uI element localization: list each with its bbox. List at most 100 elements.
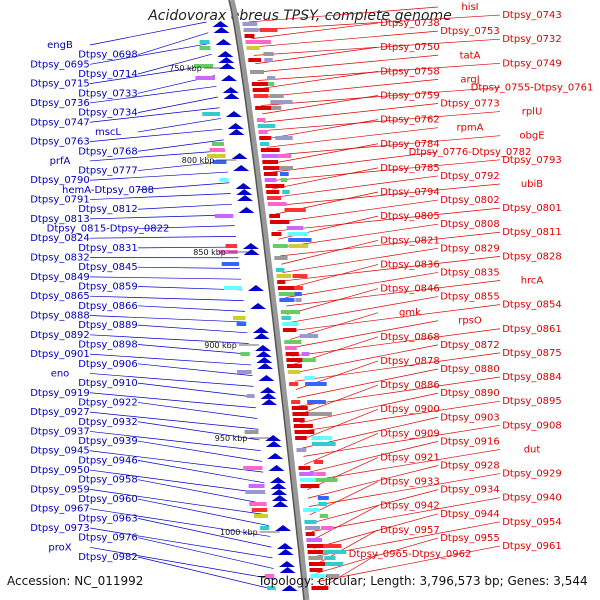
gene-block bbox=[256, 118, 266, 122]
gene-block bbox=[209, 148, 225, 152]
gene-block bbox=[317, 496, 329, 500]
gene-block bbox=[313, 460, 324, 464]
right-gene-label: Dtpsy_0903 bbox=[440, 412, 500, 423]
gene-arrow bbox=[256, 357, 273, 363]
gene-block bbox=[262, 160, 279, 164]
gene-block bbox=[289, 382, 299, 386]
gene-block bbox=[319, 514, 328, 518]
right-connector bbox=[271, 159, 501, 182]
left-connector bbox=[137, 363, 253, 377]
gene-block bbox=[254, 514, 268, 518]
gene-block bbox=[291, 406, 308, 410]
backbone-inner-line bbox=[228, 0, 305, 600]
left-connector bbox=[137, 305, 245, 312]
right-gene-label: rpsO bbox=[458, 316, 482, 327]
right-gene-label: hisI bbox=[461, 2, 478, 13]
left-gene-label: Dtpsy_0958 bbox=[78, 475, 138, 486]
left-gene-label: Dtpsy_0960 bbox=[78, 494, 138, 505]
gene-arrow bbox=[271, 495, 288, 501]
right-gene-label: Dtpsy_0846 bbox=[380, 284, 440, 295]
left-gene-label: Dtpsy_0715 bbox=[30, 79, 90, 90]
left-connector bbox=[89, 527, 273, 559]
left-gene-label: Dtpsy_0812 bbox=[78, 204, 138, 215]
left-connector bbox=[89, 64, 214, 84]
right-gene-label: Dtpsy_0929 bbox=[502, 469, 562, 480]
right-connector bbox=[266, 127, 439, 148]
right-connector bbox=[284, 264, 379, 290]
right-connector bbox=[308, 473, 501, 507]
left-connector bbox=[89, 315, 247, 323]
left-connector bbox=[137, 246, 238, 249]
gene-block bbox=[266, 76, 276, 80]
right-gene-label: Dtpsy_0743 bbox=[502, 10, 562, 21]
left-connector bbox=[137, 324, 248, 334]
left-gene-label: engB bbox=[47, 40, 73, 51]
right-gene-label: Dtpsy_0921 bbox=[380, 452, 440, 463]
genome-backbone bbox=[228, 0, 310, 600]
left-gene-labels: engBDtpsy_0698Dtpsy_0695Dtpsy_0714Dtpsy_… bbox=[30, 40, 169, 563]
gene-arrow bbox=[242, 243, 259, 249]
left-connector bbox=[89, 392, 257, 409]
gene-block bbox=[295, 436, 307, 440]
right-connector bbox=[283, 256, 501, 282]
gene-block bbox=[279, 298, 295, 302]
right-gene-label: Dtpsy_0808 bbox=[440, 219, 500, 230]
left-connector bbox=[89, 85, 217, 104]
left-gene-label: Dtpsy_0901 bbox=[30, 349, 90, 360]
gene-block bbox=[260, 148, 280, 152]
left-connector bbox=[137, 203, 233, 210]
right-connector bbox=[281, 239, 379, 265]
gene-block bbox=[251, 508, 268, 512]
left-gene-label: Dtpsy_0946 bbox=[78, 455, 138, 466]
left-connector bbox=[137, 96, 219, 113]
gene-block bbox=[244, 430, 259, 434]
gene-block bbox=[281, 316, 291, 320]
right-gene-label: hrcA bbox=[521, 276, 544, 287]
gene-block bbox=[202, 112, 221, 116]
left-connector bbox=[89, 411, 259, 430]
left-connector bbox=[137, 498, 270, 527]
gene-arrow bbox=[277, 549, 294, 555]
right-gene-label: Dtpsy_0961 bbox=[502, 541, 562, 552]
left-gene-label: Dtpsy_0945 bbox=[30, 446, 90, 457]
right-connector bbox=[296, 368, 439, 399]
left-connector bbox=[89, 546, 275, 580]
left-connector bbox=[89, 295, 244, 301]
gene-block bbox=[285, 352, 299, 356]
gene-block bbox=[280, 310, 301, 314]
right-gene-label: Dtpsy_0749 bbox=[502, 58, 562, 69]
gene-arrow bbox=[255, 351, 272, 357]
gene-arrow bbox=[269, 477, 286, 483]
gene-block bbox=[264, 58, 273, 62]
kbp-marker: 750 kbp bbox=[169, 64, 202, 73]
left-connector bbox=[89, 214, 234, 220]
right-gene-label: dut bbox=[524, 444, 541, 455]
left-gene-label: Dtpsy_0714 bbox=[78, 69, 138, 80]
right-gene-label: Dtpsy_0940 bbox=[502, 493, 562, 504]
gene-block bbox=[246, 394, 255, 398]
kbp-marker: 850 kbp bbox=[193, 248, 226, 257]
gene-arrow bbox=[279, 567, 296, 573]
left-gene-label: Dtpsy_0824 bbox=[30, 233, 90, 244]
right-gene-label: Dtpsy_0785 bbox=[380, 163, 440, 174]
gene-block bbox=[304, 520, 317, 524]
right-gene-label: Dtpsy_0784 bbox=[380, 139, 440, 150]
right-connector bbox=[265, 119, 379, 140]
right-gene-label: Dtpsy_0755-Dtpsy_0761 bbox=[471, 82, 594, 93]
gene-block bbox=[310, 574, 325, 578]
left-gene-label: hemA-Dtpsy_0788 bbox=[62, 185, 154, 196]
gene-arrow bbox=[247, 285, 264, 291]
right-gene-label: Dtpsy_0965-Dtpsy_0962 bbox=[349, 549, 472, 560]
right-connector bbox=[268, 143, 379, 165]
gene-block bbox=[311, 442, 336, 446]
left-gene-label: Dtpsy_0932 bbox=[78, 417, 138, 428]
gene-block bbox=[284, 346, 297, 350]
left-gene-label: Dtpsy_0959 bbox=[30, 484, 90, 495]
gene-arrow bbox=[222, 87, 239, 93]
right-gene-label: Dtpsy_0954 bbox=[502, 517, 562, 528]
right-gene-label: Dtpsy_0802 bbox=[440, 195, 500, 206]
gene-block bbox=[278, 292, 298, 296]
gene-arrow bbox=[259, 387, 276, 393]
right-connector bbox=[267, 135, 501, 156]
gene-arrow bbox=[261, 399, 278, 405]
